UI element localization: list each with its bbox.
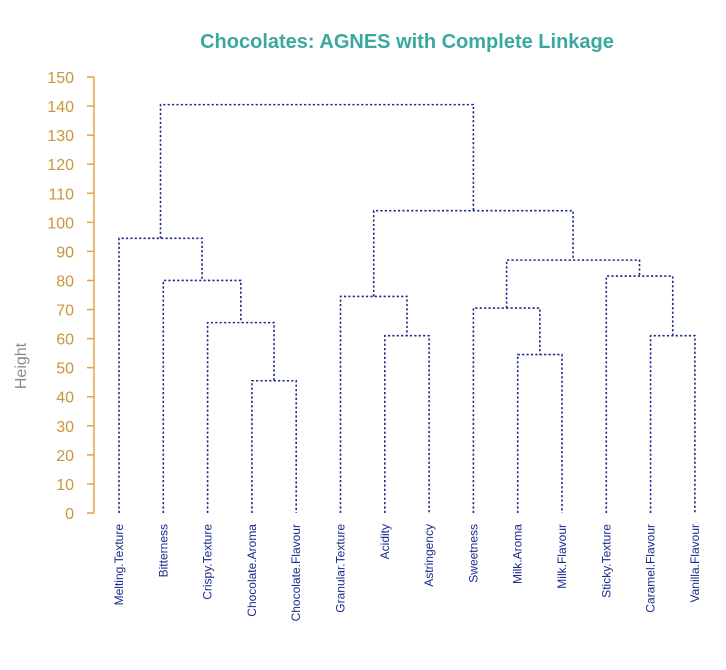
leaf-label: Caramel.Flavour — [644, 524, 658, 613]
y-axis-ticks: 0 10 20 30 40 50 60 70 80 90 100 110 120 130 140 150 — [47, 70, 94, 523]
y-tick-label: 140 — [47, 99, 74, 116]
y-tick-label: 10 — [56, 477, 74, 494]
leaf-label: Milk.Flavour — [555, 524, 569, 589]
y-tick-label: 130 — [47, 128, 74, 145]
y-tick-label: 90 — [56, 244, 74, 261]
leaf-label: Astringency — [422, 524, 436, 587]
branch-m3 — [162, 279, 242, 513]
leaf-label: Chocolate.Flavour — [289, 524, 303, 621]
leaf-label: Bitterness — [156, 524, 170, 577]
leaf-label: Sweetness — [466, 524, 480, 583]
branch-m2 — [206, 321, 275, 513]
y-tick-label: 120 — [47, 157, 74, 174]
y-tick-label: 80 — [56, 273, 74, 290]
leaf-label: Milk.Aroma — [511, 524, 525, 584]
chart-title: Chocolates: AGNES with Complete Linkage — [200, 31, 614, 53]
branch-m11 — [505, 259, 641, 309]
leaf-label: Vanilla.Flavour — [688, 524, 702, 602]
branch-m5 — [384, 334, 430, 513]
branch-m12 — [372, 209, 574, 297]
y-tick-label: 100 — [47, 215, 74, 232]
y-tick-label: 20 — [56, 448, 74, 465]
leaf-label: Sticky.Texture — [599, 524, 613, 598]
y-tick-label: 0 — [65, 506, 74, 523]
leaf-label: Granular.Texture — [334, 524, 348, 613]
y-tick-label: 70 — [56, 303, 74, 320]
branch-m1 — [251, 379, 297, 513]
y-tick-label: 110 — [48, 186, 74, 203]
dendrogram-branches — [118, 103, 696, 513]
leaf-labels: Melting.Texture Bitterness Crispy.Texture C… — [112, 524, 702, 622]
branch-m9 — [649, 334, 696, 513]
leaf-label: Crispy.Texture — [201, 524, 215, 600]
leaf-label: Melting.Texture — [112, 524, 126, 606]
y-tick-label: 60 — [56, 332, 74, 349]
leaf-label: Acidity — [378, 524, 392, 559]
y-tick-label: 40 — [56, 390, 74, 407]
y-tick-label: 30 — [56, 419, 74, 436]
branch-m10 — [605, 275, 674, 513]
y-axis-label: Height — [13, 342, 30, 389]
leaf-label: Chocolate.Aroma — [245, 524, 259, 617]
branch-m8 — [472, 307, 541, 513]
branch-m4 — [118, 237, 203, 513]
branch-m6 — [339, 295, 408, 513]
y-tick-label: 150 — [47, 70, 74, 87]
branch-m13 — [159, 103, 475, 239]
branch-m7 — [516, 353, 563, 513]
y-tick-label: 50 — [56, 361, 74, 378]
